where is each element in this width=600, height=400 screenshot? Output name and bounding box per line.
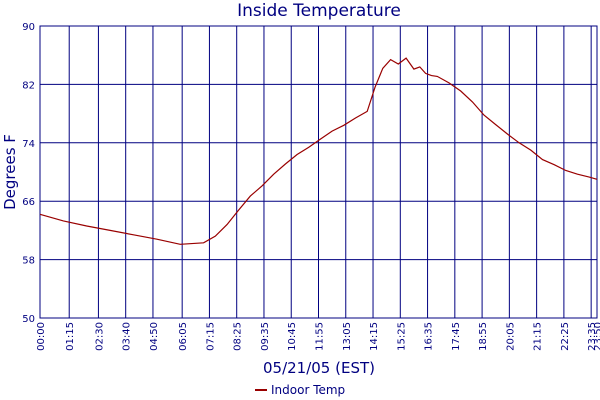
x-tick-label: 21:15 [533,322,544,351]
legend-label: Indoor Temp [271,383,345,397]
x-tick-label: 10:45 [287,322,298,351]
y-axis-label: Degrees F [1,134,19,210]
x-tick-label: 15:25 [396,322,407,351]
x-tick-label: 23:50 [593,322,600,351]
x-tick-label: 16:35 [424,322,435,351]
x-tick-label: 08:25 [233,322,244,351]
x-tick-label: 07:15 [205,322,216,351]
x-tick-label: 17:45 [451,322,462,351]
y-tick-label: 90 [22,22,35,33]
x-tick-label: 22:25 [560,322,571,351]
y-tick-label: 66 [22,197,35,208]
y-tick-label: 74 [22,139,35,150]
x-axis-label: 05/21/05 (EST) [263,359,375,377]
x-tick-label: 04:50 [149,322,160,351]
x-tick-label: 18:55 [478,322,489,351]
x-tick-label: 06:05 [178,322,189,351]
y-tick-label: 58 [22,256,35,267]
x-tick-label: 13:05 [342,322,353,351]
indoor-temp-line [39,57,598,245]
y-tick-labels: 50 58 66 74 82 90 [22,22,35,325]
x-tick-label: 03:40 [122,322,133,351]
x-tick-label: 01:15 [65,322,76,351]
x-tick-label: 11:55 [315,322,326,351]
x-tick-label: 09:35 [260,322,271,351]
legend: Indoor Temp [255,383,345,397]
x-tick-label: 00:00 [36,322,47,351]
x-tick-labels: 00:00 01:15 02:30 03:40 04:50 06:05 07:15 08:25… [36,322,600,351]
y-tick-label: 82 [22,80,35,91]
chart-title: Inside Temperature [237,1,401,21]
x-tick-label: 20:05 [505,322,516,351]
y-tick-label: 50 [22,314,35,325]
x-tick-label: 02:30 [94,322,105,351]
x-tick-label: 14:15 [369,322,380,351]
x-tick-label: 23:35 [587,322,598,351]
